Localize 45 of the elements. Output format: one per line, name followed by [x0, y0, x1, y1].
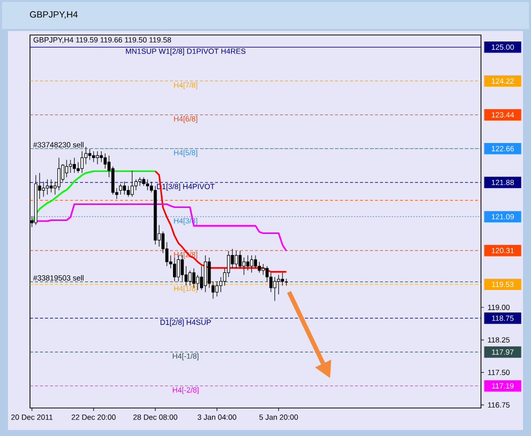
candlestick [280, 272, 284, 286]
candlestick [122, 181, 126, 195]
candlestick [226, 250, 230, 278]
candlestick [273, 276, 276, 302]
chart-title: GBPJPY,H4 [30, 11, 78, 19]
candlestick [204, 255, 207, 292]
candlestick [146, 179, 150, 191]
candlestick [200, 266, 204, 290]
candlestick [104, 153, 107, 169]
candlestick [96, 150, 99, 165]
candlestick [65, 160, 68, 178]
candlestick [50, 179, 53, 193]
candlestick [42, 181, 46, 198]
candlestick [254, 255, 258, 269]
candlestick [230, 248, 234, 269]
candlestick [84, 146, 88, 165]
candlestick [219, 276, 222, 292]
candlestick [277, 274, 280, 295]
candlestick [80, 150, 84, 174]
candlestick [88, 148, 92, 160]
candlestick [76, 162, 80, 174]
candlestick [46, 179, 49, 195]
candlestick [57, 157, 60, 191]
candlestick [196, 274, 200, 290]
candlestick [234, 250, 238, 269]
candlestick [215, 281, 218, 297]
candlestick [242, 257, 246, 276]
candlestick [119, 183, 122, 195]
candlestick [173, 257, 176, 282]
candlestick [250, 255, 254, 273]
candlestick [208, 257, 211, 288]
candlestick [126, 186, 130, 198]
candlestick [246, 255, 250, 271]
candlestick [72, 157, 76, 174]
candlestick [269, 272, 272, 292]
candlestick [92, 150, 96, 162]
candlestick [262, 264, 265, 276]
candlestick [238, 250, 242, 269]
candlestick [100, 150, 103, 162]
candlestick [212, 281, 215, 299]
candlestick [68, 160, 72, 174]
candlestick [134, 179, 138, 191]
candlestick [130, 170, 134, 198]
candlestick [188, 270, 192, 286]
candlestick [258, 262, 261, 273]
